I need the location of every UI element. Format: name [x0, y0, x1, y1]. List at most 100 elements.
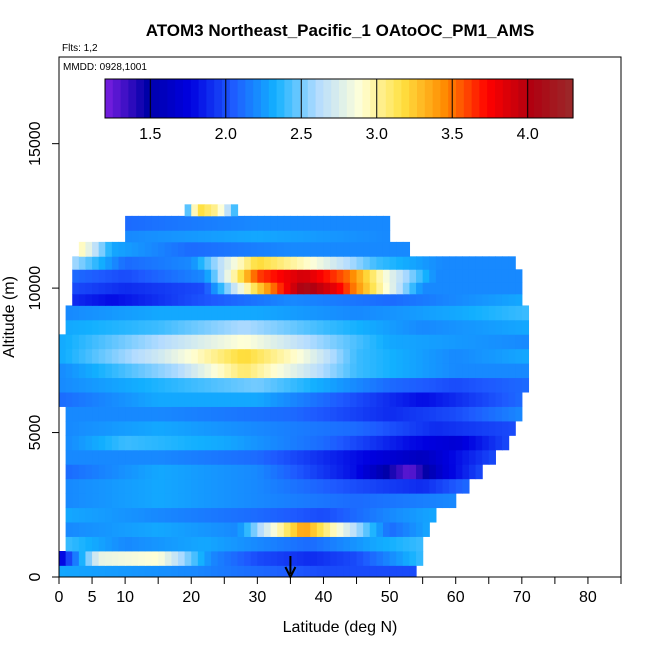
heatmap-cell	[396, 406, 404, 422]
heatmap-cell	[98, 282, 106, 295]
heatmap-cell	[297, 435, 305, 451]
heatmap-cell	[263, 478, 272, 494]
heatmap-cell	[323, 305, 331, 321]
heatmap-cell	[244, 215, 252, 231]
heatmap-cell	[297, 293, 305, 306]
heatmap-cell	[217, 478, 225, 494]
heatmap-cell	[356, 269, 364, 283]
heatmap-cell	[151, 348, 159, 364]
heatmap-cell	[72, 493, 80, 509]
heatmap-cell	[65, 507, 73, 523]
heatmap-cell	[204, 363, 212, 379]
heatmap-cell	[455, 282, 463, 295]
heatmap-cell	[138, 241, 146, 257]
heatmap-cell	[105, 377, 113, 393]
heatmap-cell	[270, 363, 278, 379]
heatmap-cell	[151, 493, 159, 509]
heatmap-cell	[118, 478, 126, 494]
heatmap-cell	[85, 334, 93, 350]
heatmap-cell	[422, 421, 430, 436]
heatmap-cell	[230, 319, 239, 335]
heatmap-cell	[158, 507, 166, 523]
colorbar-swatch	[378, 79, 387, 118]
heatmap-cell	[85, 522, 93, 537]
heatmap-cell	[303, 293, 311, 306]
heatmap-cell	[290, 256, 298, 270]
heatmap-cell	[290, 215, 298, 231]
heatmap-cell	[396, 334, 404, 350]
heatmap-cell	[396, 565, 404, 578]
heatmap-cell	[191, 363, 199, 379]
heatmap-cell	[204, 565, 212, 578]
heatmap-cell	[416, 406, 424, 422]
heatmap-cell	[316, 449, 325, 465]
colorbar-swatch	[175, 79, 184, 118]
heatmap-cell	[363, 348, 371, 364]
heatmap-cell	[244, 305, 252, 321]
heatmap-cell	[151, 435, 159, 451]
heatmap-cell	[164, 406, 172, 422]
heatmap-cell	[111, 241, 120, 257]
heatmap-cell	[462, 269, 470, 283]
heatmap-cell	[495, 256, 503, 270]
heatmap-cell	[244, 241, 252, 257]
heatmap-cell	[270, 305, 278, 321]
heatmap-cell	[164, 363, 172, 379]
heatmap-cell	[217, 348, 225, 364]
heatmap-cell	[389, 377, 397, 393]
colorbar-swatch	[268, 79, 278, 118]
heatmap-cell	[369, 293, 377, 306]
heatmap-cell	[184, 435, 192, 451]
heatmap-cell	[343, 493, 351, 509]
heatmap-cell	[72, 551, 80, 566]
heatmap-cell	[435, 348, 444, 364]
heatmap-cell	[330, 565, 338, 578]
heatmap-cell	[184, 449, 192, 465]
heatmap-cell	[409, 305, 417, 321]
heatmap-cell	[343, 256, 351, 270]
heatmap-cell	[349, 319, 358, 335]
heatmap-cell	[197, 536, 206, 552]
dates-label: MMDD: 0928,1001	[63, 62, 147, 73]
heatmap-cell	[389, 449, 397, 465]
heatmap-band	[65, 464, 483, 480]
heatmap-cell	[98, 319, 106, 335]
heatmap-cell	[310, 363, 318, 379]
colorbar-swatch	[339, 79, 348, 118]
heatmap-band	[59, 334, 530, 350]
heatmap-cell	[422, 522, 430, 537]
heatmap-cell	[297, 449, 305, 465]
heatmap-cell	[363, 551, 371, 566]
heatmap-cell	[429, 334, 437, 350]
heatmap-cell	[283, 464, 292, 480]
heatmap-cell	[171, 269, 179, 283]
heatmap-cell	[402, 565, 411, 578]
heatmap-cell	[482, 293, 490, 306]
heatmap-cell	[363, 230, 371, 243]
heatmap-cell	[257, 348, 265, 364]
heatmap-cell	[449, 334, 457, 350]
heatmap-cell	[257, 507, 265, 523]
heatmap-cell	[270, 551, 278, 566]
heatmap-cell	[178, 293, 186, 306]
heatmap-cell	[270, 215, 278, 231]
heatmap-cell	[191, 536, 199, 552]
colorbar-swatch	[323, 79, 332, 118]
heatmap-cell	[237, 241, 245, 257]
heatmap-cell	[204, 464, 212, 480]
heatmap-cell	[263, 449, 272, 465]
colorbar-swatch	[261, 79, 270, 118]
heatmap-cell	[244, 319, 252, 335]
heatmap-cell	[184, 282, 192, 295]
heatmap-cell	[468, 377, 477, 393]
heatmap-band	[72, 282, 523, 295]
heatmap-cell	[211, 348, 219, 364]
heatmap-cell	[376, 464, 384, 480]
heatmap-cell	[191, 464, 199, 480]
heatmap-cell	[363, 282, 371, 295]
colorbar-swatch	[159, 79, 168, 118]
heatmap-cell	[59, 334, 67, 350]
heatmap-cell	[409, 392, 417, 407]
heatmap-cell	[230, 256, 239, 270]
heatmap-cell	[111, 282, 120, 295]
